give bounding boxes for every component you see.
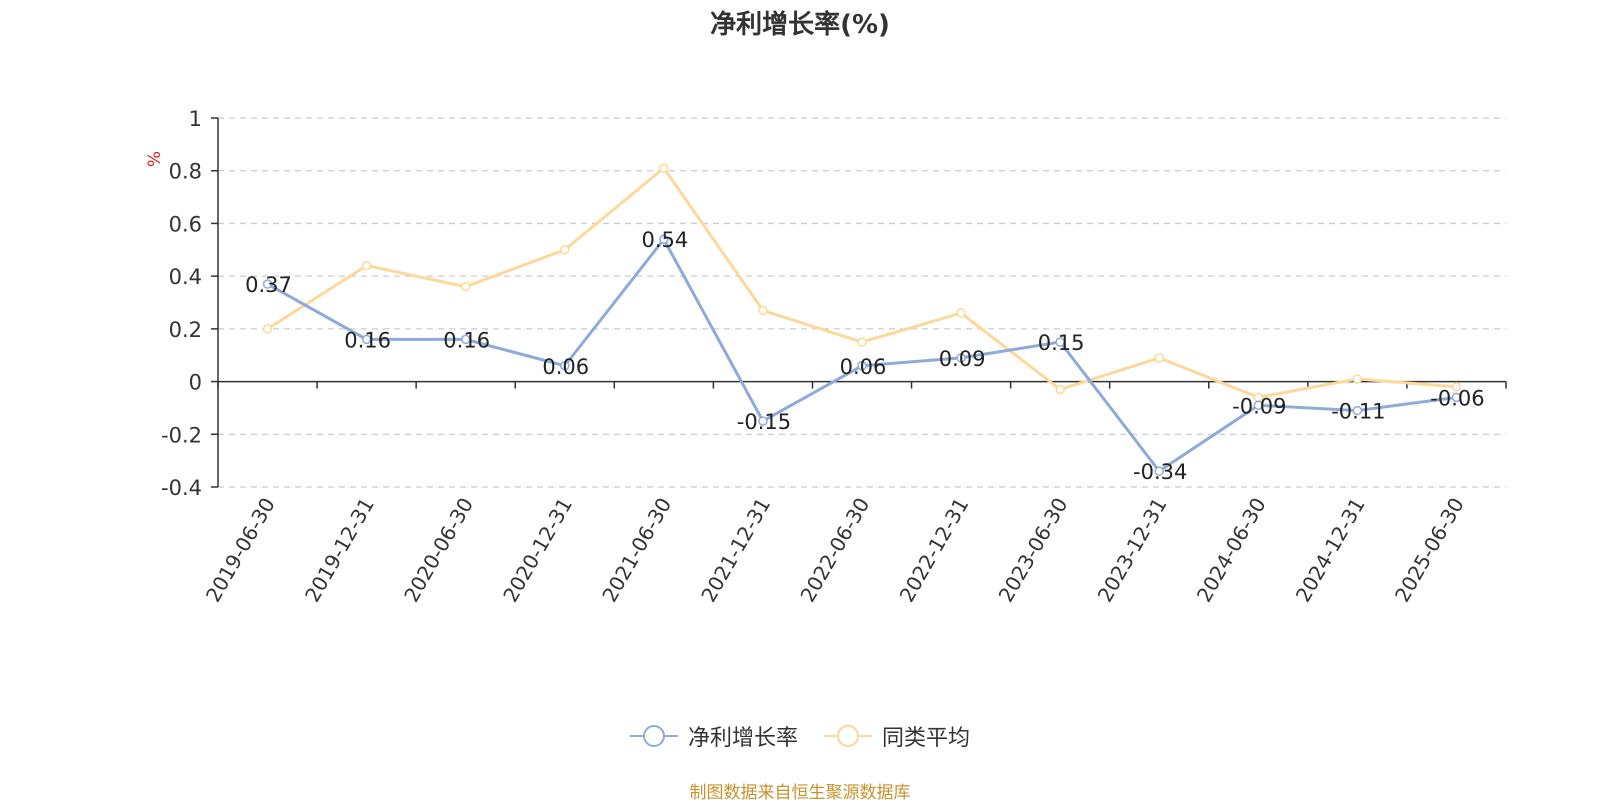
x-tick-label: 2019-12-31 bbox=[300, 494, 379, 607]
data-point bbox=[262, 279, 273, 289]
data-label: 0.15 bbox=[1038, 331, 1085, 355]
data-label: -0.15 bbox=[737, 410, 791, 434]
data-point bbox=[659, 234, 669, 244]
data-point bbox=[361, 260, 372, 271]
data-point bbox=[460, 281, 471, 292]
x-tick-label: 2025-06-30 bbox=[1390, 494, 1469, 607]
y-tick-label: 0.6 bbox=[169, 212, 202, 236]
x-tick-label: 2022-12-31 bbox=[895, 494, 974, 607]
data-point bbox=[361, 334, 372, 345]
data-label: -0.09 bbox=[1232, 394, 1286, 418]
chart-title: 净利增长率(%) bbox=[710, 10, 890, 40]
data-point bbox=[857, 361, 867, 371]
y-axis-unit-label: % bbox=[145, 151, 165, 167]
data-label: -0.11 bbox=[1331, 400, 1385, 424]
data-point bbox=[1055, 384, 1065, 395]
data-label: -0.34 bbox=[1133, 460, 1187, 484]
chart-legend: 净利增长率 同类平均 bbox=[0, 720, 1600, 752]
data-point bbox=[262, 324, 273, 334]
data-label: 0.54 bbox=[641, 228, 688, 252]
x-tick-label: 2023-06-30 bbox=[994, 494, 1073, 607]
x-tick-label: 2021-12-31 bbox=[696, 494, 775, 607]
x-tick-label: 2023-12-31 bbox=[1093, 494, 1172, 607]
data-point bbox=[1352, 374, 1363, 384]
legend-label-peer-average: 同类平均 bbox=[882, 726, 971, 751]
data-point bbox=[460, 334, 471, 345]
data-point bbox=[1253, 400, 1264, 411]
data-point bbox=[560, 361, 570, 371]
data-label: 0.37 bbox=[245, 273, 292, 297]
data-point bbox=[857, 337, 867, 347]
legend-label-net-profit-growth: 净利增长率 bbox=[687, 726, 798, 751]
y-tick-label: 0 bbox=[189, 371, 202, 395]
data-source-note: 制图数据来自恒生聚源数据库 bbox=[689, 783, 911, 803]
data-label: 0.06 bbox=[840, 355, 887, 379]
data-point bbox=[1055, 337, 1065, 347]
data-label: 0.16 bbox=[443, 328, 490, 352]
y-tick-label: -0.4 bbox=[161, 476, 202, 500]
data-label: 0.09 bbox=[939, 347, 986, 371]
data-point bbox=[956, 353, 966, 363]
x-tick-label: 2020-12-31 bbox=[498, 494, 577, 607]
x-tick-label: 2020-06-30 bbox=[399, 494, 478, 607]
y-tick-label: 1 bbox=[189, 107, 202, 131]
x-tick-label: 2021-06-30 bbox=[597, 494, 676, 607]
y-tick-label: 0.2 bbox=[169, 318, 202, 342]
y-tick-label: 0.4 bbox=[169, 265, 202, 289]
data-point bbox=[659, 163, 669, 173]
data-point bbox=[758, 416, 768, 426]
data-point bbox=[1154, 466, 1164, 476]
legend-marker-peer-average bbox=[824, 725, 872, 747]
data-point bbox=[1154, 353, 1164, 363]
legend-item-peer-average[interactable]: 同类平均 bbox=[824, 720, 970, 752]
x-tick-label: 2024-12-31 bbox=[1291, 494, 1370, 607]
x-tick-label: 2022-06-30 bbox=[795, 494, 874, 607]
x-tick-label: 2024-06-30 bbox=[1192, 494, 1271, 607]
legend-item-net-profit-growth[interactable]: 净利增长率 bbox=[629, 720, 798, 752]
data-point bbox=[758, 305, 768, 316]
data-point bbox=[1352, 405, 1363, 416]
data-label: -0.06 bbox=[1430, 386, 1484, 410]
data-label: 0.16 bbox=[344, 328, 391, 352]
y-tick-label: 0.8 bbox=[169, 160, 202, 184]
data-point bbox=[560, 245, 570, 255]
data-point bbox=[956, 308, 966, 318]
y-tick-label: -0.2 bbox=[161, 423, 202, 447]
legend-marker-net-profit-growth bbox=[629, 725, 678, 747]
data-point bbox=[1451, 392, 1462, 403]
data-label: 0.06 bbox=[542, 355, 589, 379]
x-tick-label: 2019-06-30 bbox=[201, 494, 280, 607]
data-point bbox=[1451, 382, 1462, 392]
